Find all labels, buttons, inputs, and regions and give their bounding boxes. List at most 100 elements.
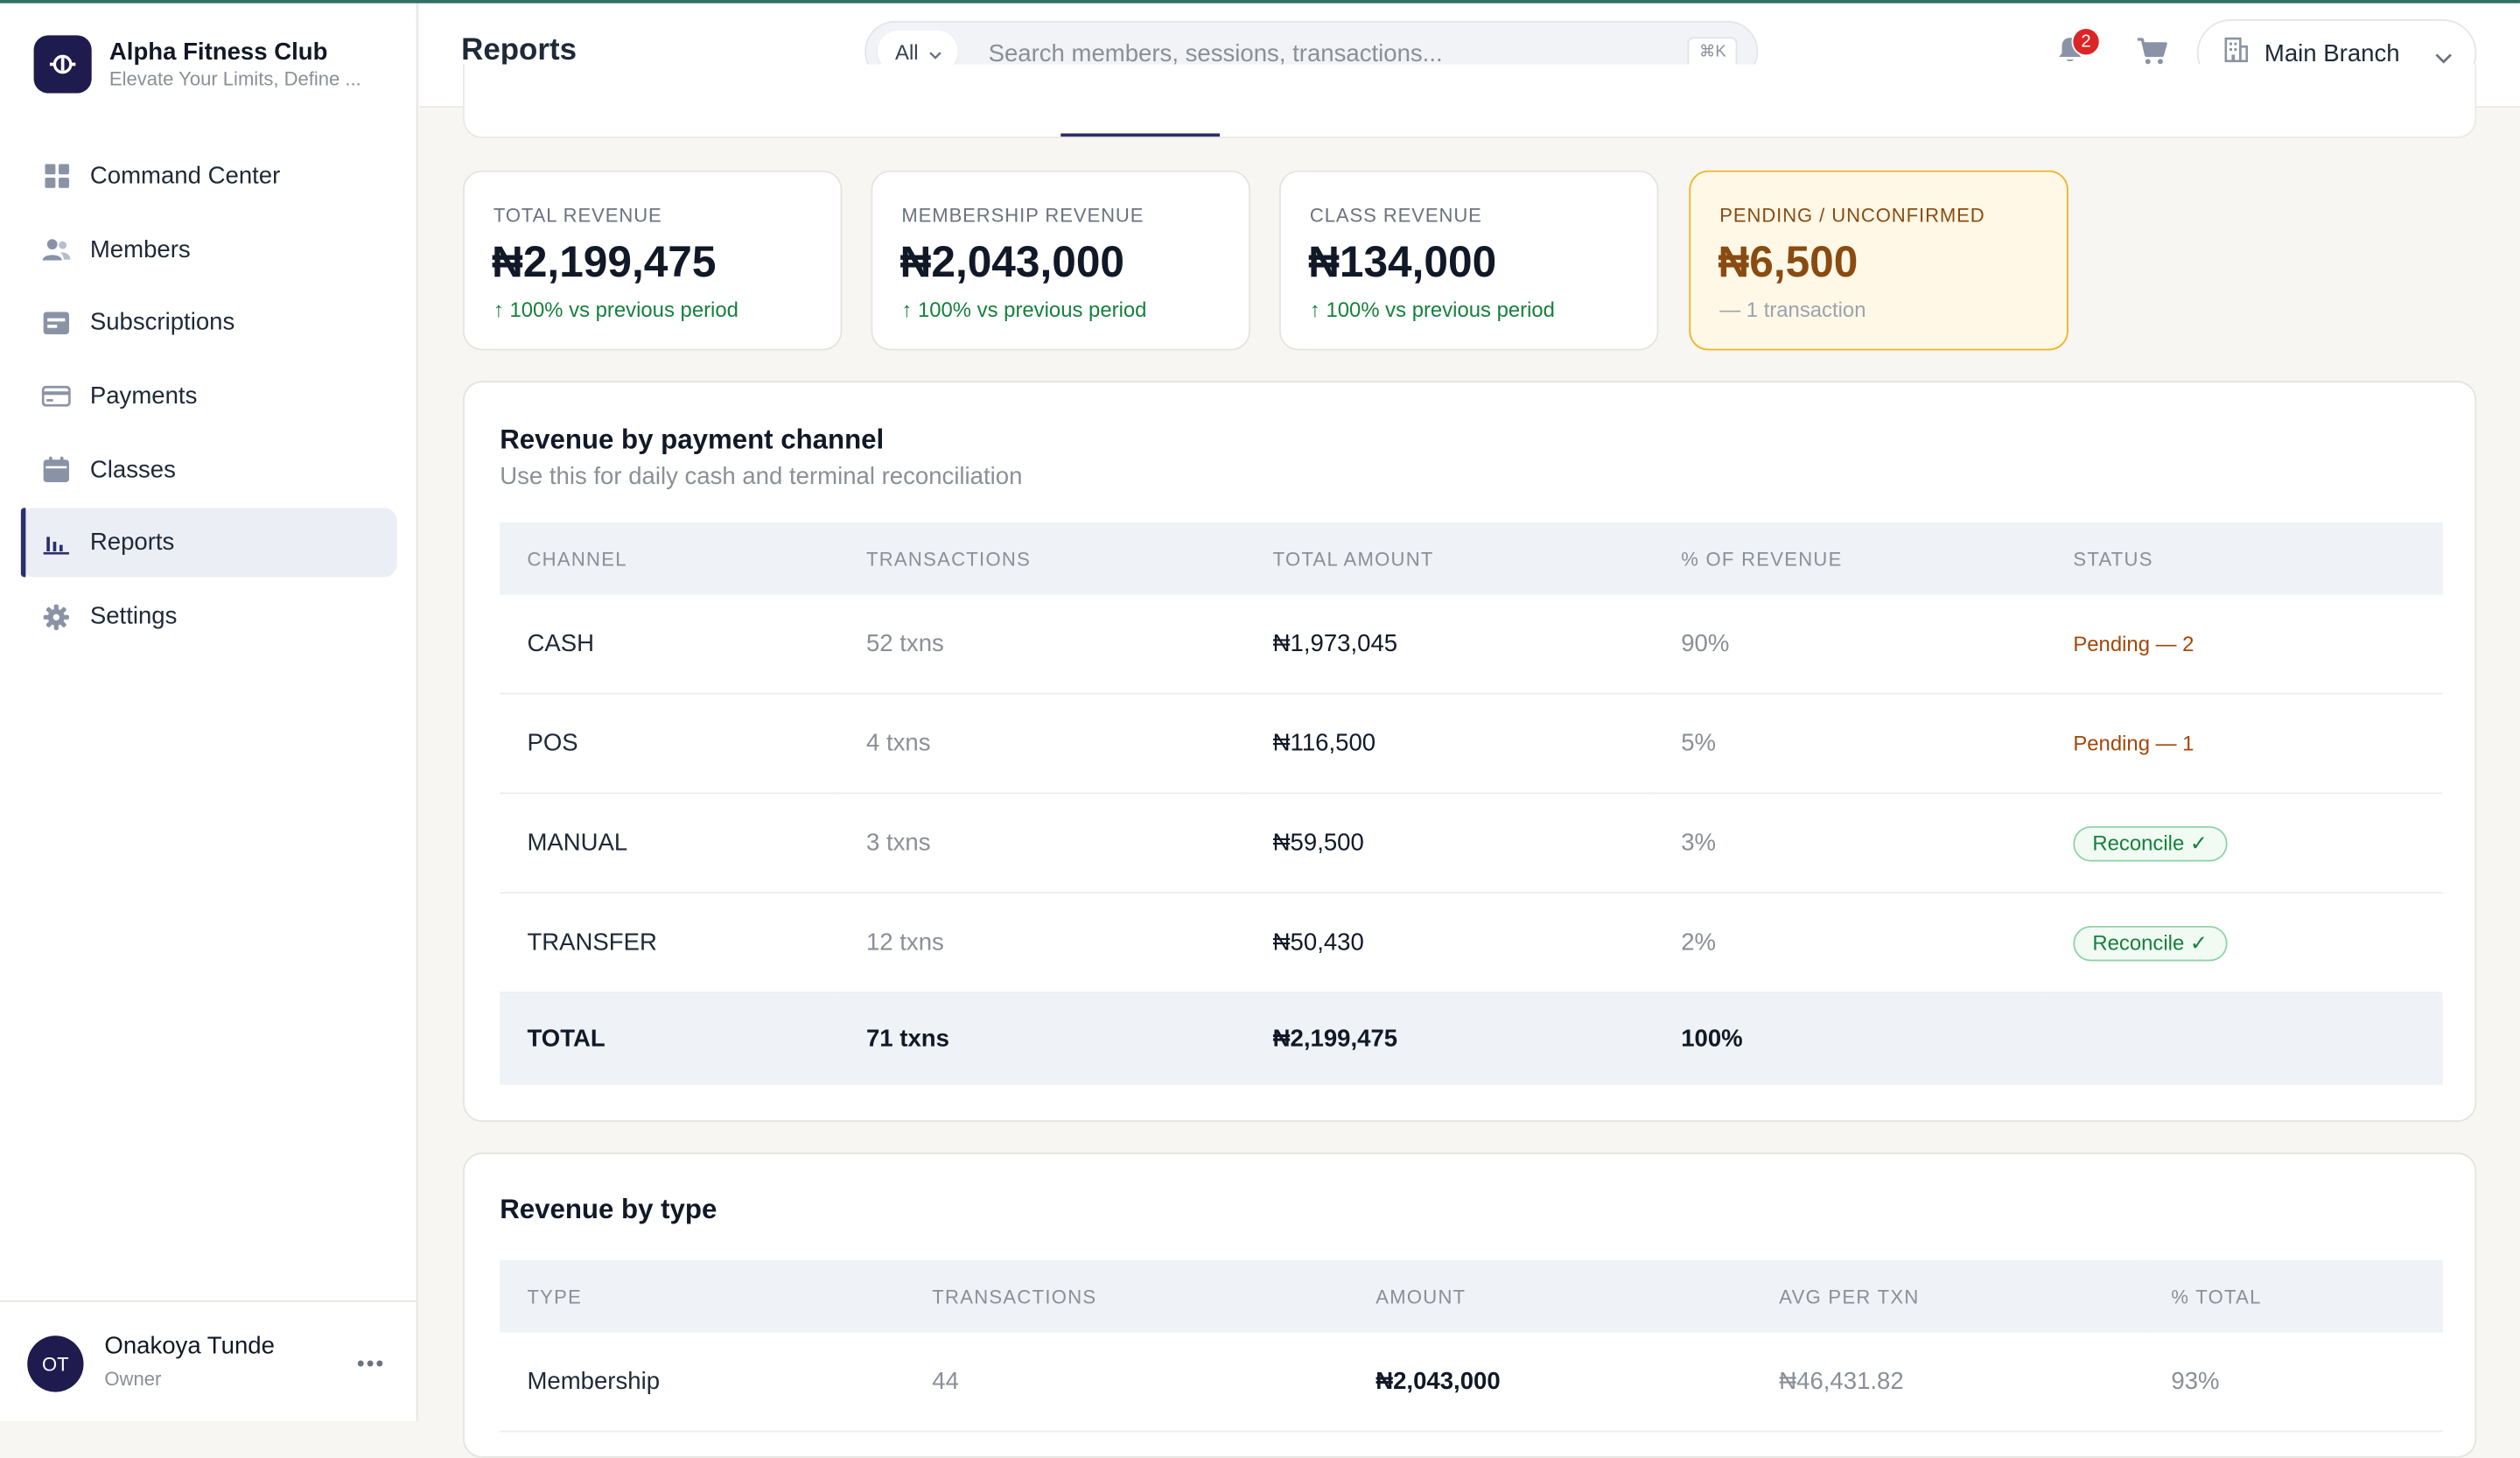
revenue-by-type-card: Revenue by type TYPE TRANSACTIONS AMOUNT…	[462, 1152, 2477, 1458]
sidebar-item-payments[interactable]: Payments	[21, 361, 397, 431]
chevron-down-icon	[929, 39, 942, 64]
section-subtitle: Use this for daily cash and terminal rec…	[500, 462, 1023, 491]
column-header: TOTAL AMOUNT	[1245, 522, 1654, 595]
channel-table: CHANNEL TRANSACTIONS TOTAL AMOUNT % OF R…	[500, 522, 2443, 1085]
total-label: TOTAL	[500, 992, 839, 1085]
avg-per-txn-cell: ₦46,431.82	[1752, 1332, 2145, 1433]
stat-trend: — 1 transaction	[1719, 297, 1866, 322]
percent-cell: 2%	[1653, 893, 2047, 994]
transactions-cell: 44	[905, 1332, 1348, 1433]
percent-cell: 90%	[1653, 594, 2047, 695]
column-header: STATUS	[2046, 522, 2443, 595]
channel-cell: CASH	[500, 594, 839, 695]
stat-trend: ↑ 100% vs previous period	[901, 297, 1147, 322]
amount-cell: ₦59,500	[1245, 793, 1654, 894]
table-row: MANUAL 3 txns ₦59,500 3% Reconcile ✓	[500, 793, 2443, 894]
building-icon	[2224, 36, 2249, 70]
total-status-empty	[2046, 992, 2443, 1085]
percent-cell: 93%	[2144, 1332, 2443, 1433]
section-title: Revenue by type	[500, 1194, 718, 1225]
bar-chart-icon	[42, 529, 71, 557]
top-accent-line	[0, 0, 2520, 4]
stat-card-class-revenue: CLASS REVENUE ₦134,000 ↑ 100% vs previou…	[1279, 170, 1659, 351]
type-cell: Membership	[500, 1332, 906, 1433]
status-pending: Pending — 1	[2073, 731, 2194, 756]
brand-logo-icon	[33, 35, 92, 94]
gear-icon	[42, 602, 71, 631]
cart-icon[interactable]	[2136, 37, 2168, 74]
total-amount: ₦2,199,475	[1245, 992, 1654, 1085]
column-header: TRANSACTIONS	[838, 522, 1246, 595]
grid-icon	[42, 162, 71, 191]
sidebar-item-label: Payments	[89, 382, 198, 410]
stat-trend: ↑ 100% vs previous period	[1309, 297, 1555, 322]
sidebar: Alpha Fitness Club Elevate Your Limits, …	[0, 0, 418, 1421]
avatar[interactable]: OT	[27, 1335, 84, 1392]
branch-selector[interactable]: Main Branch	[2196, 19, 2477, 88]
channel-cell: MANUAL	[500, 793, 839, 894]
sidebar-item-subscriptions[interactable]: Subscriptions	[21, 288, 397, 357]
report-tabs-card	[462, 64, 2477, 138]
stat-label: TOTAL REVENUE	[493, 204, 662, 227]
users-icon	[42, 235, 71, 264]
table-row: CASH 52 txns ₦1,973,045 90% Pending — 2	[500, 594, 2443, 695]
sidebar-item-label: Subscriptions	[89, 309, 235, 337]
sidebar-item-label: Classes	[89, 456, 176, 484]
column-header: CHANNEL	[500, 522, 839, 595]
search-shortcut: ⌘K	[1688, 37, 1738, 69]
reconcile-button[interactable]: Reconcile ✓	[2073, 925, 2227, 961]
calendar-icon	[42, 455, 71, 484]
amount-cell: ₦50,430	[1245, 893, 1654, 994]
sidebar-item-classes[interactable]: Classes	[21, 435, 397, 504]
stat-label: PENDING / UNCONFIRMED	[1719, 204, 1985, 227]
column-header: AMOUNT	[1348, 1259, 1753, 1333]
amount-cell: ₦116,500	[1245, 693, 1654, 795]
sidebar-nav: Command Center Members Subscriptions Pay…	[20, 142, 397, 655]
amount-cell: ₦1,973,045	[1245, 594, 1654, 695]
page-title: Reports	[461, 33, 578, 68]
brand-name: Alpha Fitness Club	[108, 38, 328, 66]
stat-card-total-revenue: TOTAL REVENUE ₦2,199,475 ↑ 100% vs previ…	[462, 170, 843, 351]
amount-cell: ₦2,043,000	[1348, 1332, 1753, 1433]
credit-card-icon	[41, 382, 71, 410]
channel-cell: TRANSFER	[500, 893, 839, 994]
more-options-button[interactable]: •••	[356, 1349, 386, 1377]
sidebar-item-settings[interactable]: Settings	[21, 582, 397, 651]
reconcile-button[interactable]: Reconcile ✓	[2073, 825, 2227, 861]
user-profile: OT Onakoya Tunde Owner •••	[0, 1300, 416, 1421]
sidebar-item-reports[interactable]: Reports	[20, 508, 397, 578]
type-table: TYPE TRANSACTIONS AMOUNT AVG PER TXN % T…	[500, 1259, 2443, 1433]
user-role: Owner	[104, 1368, 162, 1391]
sidebar-item-label: Members	[89, 235, 191, 263]
transactions-cell: 52 txns	[838, 594, 1246, 695]
subscriptions-icon	[42, 308, 71, 337]
table-total-row: TOTAL 71 txns ₦2,199,475 100%	[500, 992, 2443, 1085]
transactions-cell: 3 txns	[838, 793, 1246, 894]
stat-label: CLASS REVENUE	[1309, 204, 1482, 227]
status-pending: Pending — 2	[2073, 631, 2194, 656]
total-transactions: 71 txns	[838, 992, 1246, 1085]
stat-value: ₦134,000	[1308, 237, 1497, 286]
stat-value: ₦2,199,475	[492, 237, 717, 286]
total-percent: 100%	[1653, 992, 2047, 1085]
sidebar-item-command-center[interactable]: Command Center	[21, 142, 397, 211]
table-row: TRANSFER 12 txns ₦50,430 2% Reconcile ✓	[500, 893, 2443, 994]
column-header: TYPE	[500, 1259, 906, 1333]
table-row: POS 4 txns ₦116,500 5% Pending — 1	[500, 693, 2443, 795]
revenue-by-channel-card: Revenue by payment channel Use this for …	[462, 381, 2477, 1123]
branch-label: Main Branch	[2264, 39, 2400, 67]
transactions-cell: 12 txns	[838, 893, 1246, 994]
sidebar-item-label: Reports	[89, 529, 175, 557]
column-header: TRANSACTIONS	[905, 1259, 1348, 1333]
column-header: AVG PER TXN	[1752, 1259, 2145, 1333]
transactions-cell: 4 txns	[838, 693, 1246, 795]
table-header-row: TYPE TRANSACTIONS AMOUNT AVG PER TXN % T…	[500, 1259, 2443, 1333]
stat-card-membership-revenue: MEMBERSHIP REVENUE ₦2,043,000 ↑ 100% vs …	[871, 170, 1250, 351]
brand[interactable]: Alpha Fitness Club Elevate Your Limits, …	[33, 35, 361, 94]
sidebar-item-label: Command Center	[89, 162, 281, 190]
table-header-row: CHANNEL TRANSACTIONS TOTAL AMOUNT % OF R…	[500, 522, 2443, 595]
stat-value: ₦6,500	[1718, 237, 1858, 286]
percent-cell: 5%	[1653, 693, 2047, 795]
column-header: % OF REVENUE	[1653, 522, 2047, 595]
sidebar-item-members[interactable]: Members	[21, 215, 397, 284]
